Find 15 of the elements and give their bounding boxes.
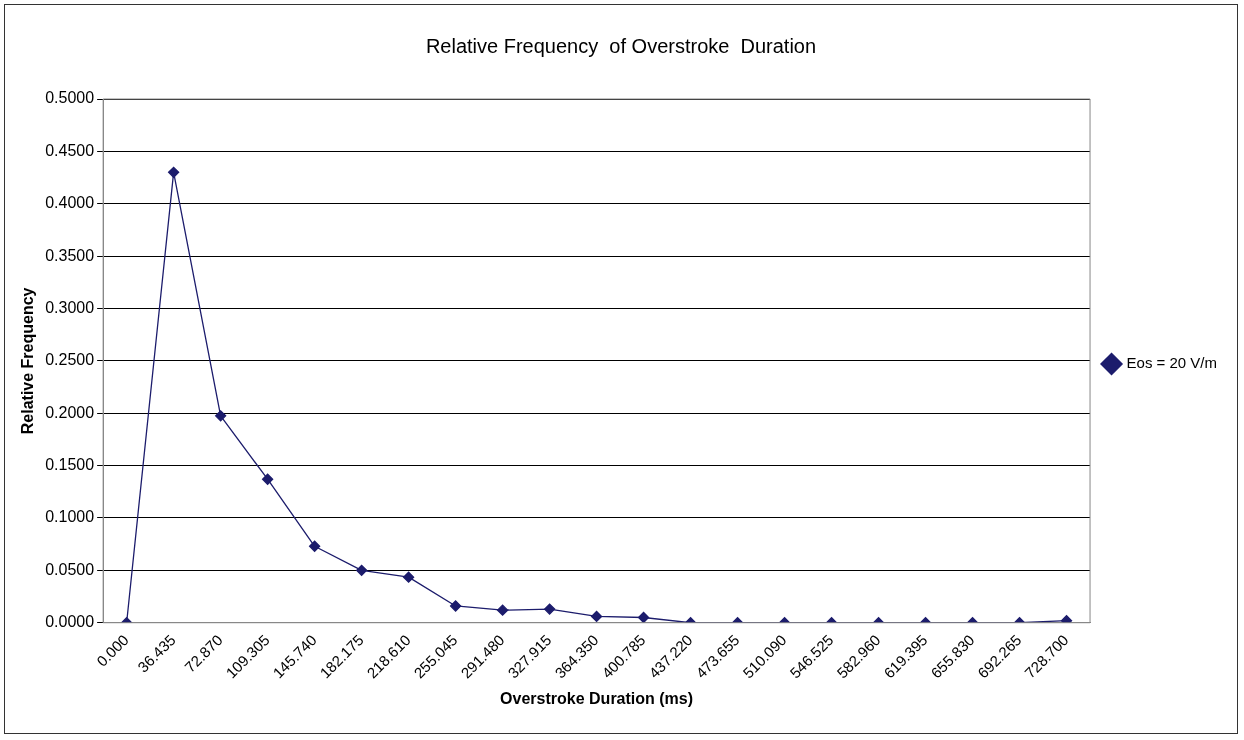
y-tick-label: 0.5000 [45, 89, 95, 107]
y-tick-label: 0.4500 [45, 141, 95, 159]
y-tick-label: 0.0500 [45, 560, 95, 578]
y-tick-label: 0.0000 [45, 613, 95, 631]
y-axis-title: Relative Frequency [19, 287, 37, 435]
legend-label: Eos = 20 V/m [1126, 354, 1218, 372]
y-tick-label: 0.3500 [45, 246, 95, 264]
y-tick-label: 0.1000 [45, 508, 95, 526]
y-tick-label: 0.4000 [45, 194, 95, 212]
y-tick-label: 0.2000 [45, 403, 95, 421]
y-tick-label: 0.1500 [45, 456, 95, 474]
x-axis-title: Overstroke Duration (ms) [500, 689, 694, 707]
y-tick-label: 0.3000 [45, 298, 95, 316]
chart-title: Relative Frequency of Overstroke Duration [425, 34, 817, 57]
y-tick-label: 0.2500 [45, 351, 95, 369]
